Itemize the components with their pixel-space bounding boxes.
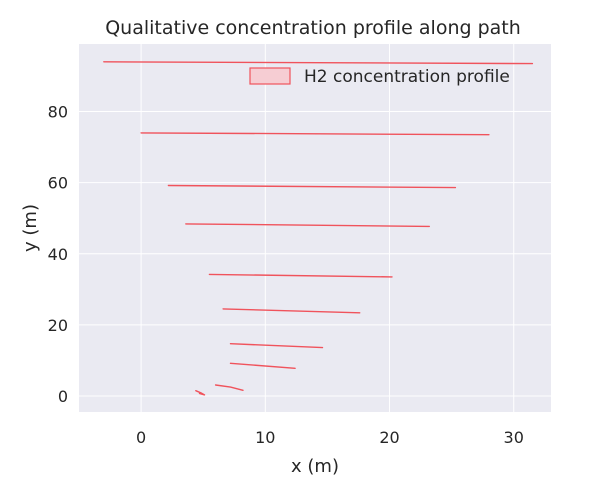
gridlines [79,44,551,412]
profile-segment [103,61,534,65]
y-tick-label: 20 [48,316,68,335]
x-axis-ticks: 0 10 20 30 [136,428,524,447]
profile-segment [167,184,457,189]
y-tick-label: 80 [48,103,68,122]
profile-segment [140,132,490,136]
plot-area [79,44,551,412]
profile-segment [195,390,206,396]
series-layer [103,61,534,396]
profile-segment [229,343,324,349]
x-tick-label: 10 [255,428,275,447]
legend-label: H2 concentration profile [304,67,510,87]
y-axis-label: y (m) [20,204,41,252]
profile-segment [214,384,244,391]
y-tick-label: 60 [48,174,68,193]
x-axis-label: x (m) [291,456,339,477]
chart-title: Qualitative concentration profile along … [105,17,521,39]
y-tick-label: 0 [58,387,68,406]
profile-segment [185,223,430,228]
profile-segment [229,362,296,369]
x-tick-label: 30 [504,428,524,447]
y-tick-label: 40 [48,245,68,264]
profile-segment [208,273,393,278]
y-axis-ticks: 0 20 40 60 80 [48,103,68,406]
x-tick-label: 0 [136,428,146,447]
legend: H2 concentration profile [249,67,510,87]
x-tick-label: 20 [379,428,399,447]
profile-segment [222,308,361,314]
legend-swatch [249,67,291,85]
